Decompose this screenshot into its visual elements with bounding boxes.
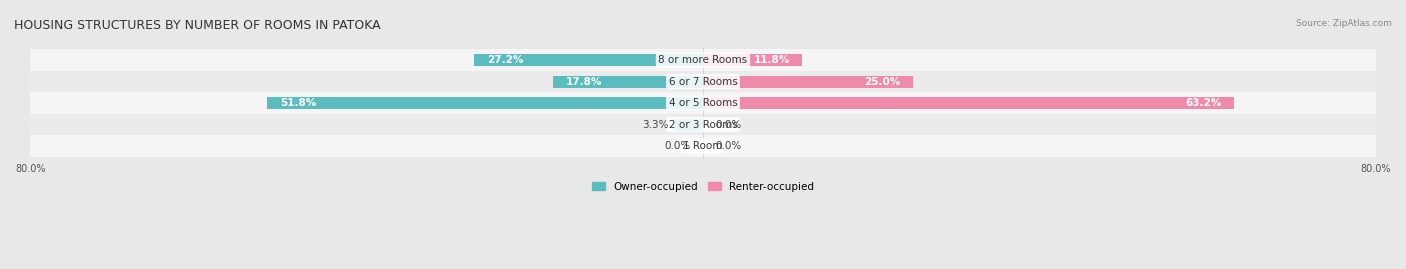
Bar [267, 97, 703, 109]
Text: 8 or more Rooms: 8 or more Rooms [658, 55, 748, 65]
Bar [703, 97, 1234, 109]
Text: 11.8%: 11.8% [754, 55, 790, 65]
Text: 0.0%: 0.0% [664, 141, 690, 151]
Text: 0.0%: 0.0% [716, 120, 742, 130]
Bar [31, 71, 1375, 92]
Bar [703, 76, 914, 87]
Text: 63.2%: 63.2% [1185, 98, 1222, 108]
Bar [31, 114, 1375, 135]
Bar [554, 76, 703, 87]
Bar [474, 54, 703, 66]
Text: 1 Room: 1 Room [683, 141, 723, 151]
Bar [675, 119, 703, 130]
Text: 3.3%: 3.3% [643, 120, 668, 130]
Text: Source: ZipAtlas.com: Source: ZipAtlas.com [1296, 19, 1392, 28]
Bar [31, 49, 1375, 71]
Bar [31, 135, 1375, 157]
Text: 6 or 7 Rooms: 6 or 7 Rooms [669, 77, 737, 87]
Legend: Owner-occupied, Renter-occupied: Owner-occupied, Renter-occupied [588, 178, 818, 196]
Text: 2 or 3 Rooms: 2 or 3 Rooms [669, 120, 737, 130]
Bar [703, 54, 803, 66]
Bar [31, 92, 1375, 114]
Text: 25.0%: 25.0% [865, 77, 901, 87]
Text: 51.8%: 51.8% [280, 98, 316, 108]
Text: 27.2%: 27.2% [486, 55, 523, 65]
Text: HOUSING STRUCTURES BY NUMBER OF ROOMS IN PATOKA: HOUSING STRUCTURES BY NUMBER OF ROOMS IN… [14, 19, 381, 32]
Text: 0.0%: 0.0% [716, 141, 742, 151]
Text: 4 or 5 Rooms: 4 or 5 Rooms [669, 98, 737, 108]
Text: 17.8%: 17.8% [567, 77, 602, 87]
